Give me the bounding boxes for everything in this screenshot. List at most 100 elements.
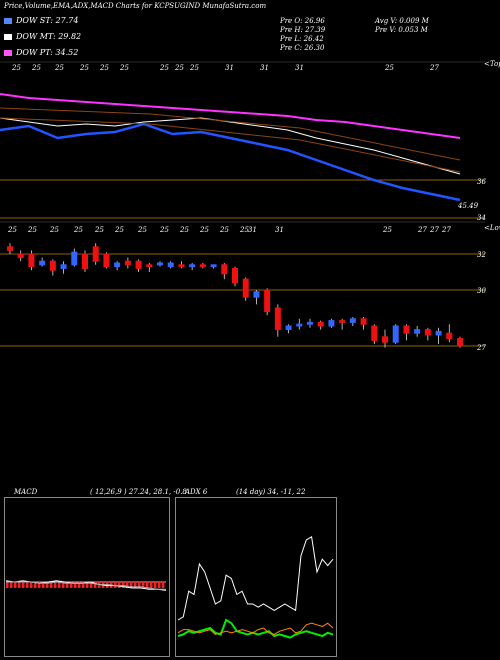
ma-corner-label: <Topo bbox=[484, 60, 500, 68]
price-date-label: 25 bbox=[73, 226, 83, 234]
ma-envelope-lower bbox=[0, 117, 461, 173]
macd-histogram-bar bbox=[158, 582, 161, 588]
macd-histogram-bar bbox=[106, 582, 109, 588]
candle-body bbox=[242, 278, 249, 298]
macd-histogram-bar bbox=[62, 582, 65, 588]
macd-histogram-bar bbox=[114, 582, 117, 588]
candle-body bbox=[135, 260, 142, 269]
price-date-label: 25 bbox=[159, 226, 169, 234]
candle-body bbox=[199, 264, 206, 268]
macd-histogram-bar bbox=[142, 582, 145, 588]
stat-pre-open: Pre O: 26.96 bbox=[280, 17, 325, 25]
candle-body bbox=[167, 262, 174, 268]
candle-body bbox=[221, 264, 228, 275]
candle-body bbox=[360, 318, 367, 325]
macd-histogram-bar bbox=[18, 582, 21, 588]
adx-line-plusminus-di bbox=[177, 618, 334, 639]
price-corner-label: <Lowo bbox=[484, 224, 500, 232]
price-date-label: 25 bbox=[199, 226, 209, 234]
macd-histogram-bar bbox=[22, 582, 25, 588]
legend-label-dow-mt: DOW MT: 29.82 bbox=[16, 32, 82, 41]
macd-histogram-bar bbox=[58, 582, 61, 588]
ma-series-dow-mt bbox=[0, 117, 461, 175]
macd-histogram-bar bbox=[146, 582, 149, 588]
macd-histogram-bar bbox=[74, 582, 77, 588]
candle-body bbox=[317, 321, 324, 327]
macd-histogram-bar bbox=[54, 582, 57, 588]
candle-body bbox=[103, 253, 110, 268]
macd-params: ( 12,26,9 ) 27.24, 28.1, -0.8 bbox=[90, 488, 187, 496]
candle-body bbox=[39, 260, 46, 266]
ma-current-label: 45.49 bbox=[457, 202, 479, 210]
macd-panel bbox=[4, 497, 170, 657]
ma-date-label: 25 bbox=[79, 64, 89, 72]
price-date-label: 25 bbox=[239, 226, 249, 234]
price-date-label: 25 bbox=[179, 226, 189, 234]
candle-body bbox=[146, 264, 153, 268]
price-y-label: 27 bbox=[476, 344, 486, 352]
candle-body bbox=[328, 320, 335, 327]
macd-histogram-bar bbox=[38, 582, 41, 588]
candle-body bbox=[114, 262, 121, 268]
price-date-label: 25 bbox=[7, 226, 17, 234]
swatch-dow-st bbox=[4, 17, 12, 24]
swatch-dow-pt bbox=[4, 49, 12, 56]
legend-dow-st: DOW ST: 27.74 bbox=[4, 16, 78, 25]
candle-body bbox=[210, 264, 217, 268]
candle-body bbox=[178, 264, 185, 268]
price-date-label: 25 bbox=[94, 226, 104, 234]
candle-body bbox=[264, 289, 271, 313]
macd-line-signal bbox=[6, 581, 166, 590]
macd-histogram-bar bbox=[90, 582, 93, 588]
price-date-label: 27 bbox=[441, 226, 451, 234]
candle-body bbox=[157, 262, 163, 266]
adx-line-minus-di bbox=[177, 622, 334, 635]
page-title: Price,Volume,EMA,ADX,MACD Charts for KCP… bbox=[4, 2, 267, 10]
candle-body bbox=[274, 307, 281, 331]
legend-dow-mt: DOW MT: 29.82 bbox=[4, 32, 81, 41]
ma-date-label: 25 bbox=[119, 64, 129, 72]
macd-histogram-bar bbox=[50, 582, 53, 588]
candle-body bbox=[424, 329, 431, 336]
macd-histogram-bar bbox=[134, 582, 137, 588]
ma-series-dow-pt bbox=[0, 93, 461, 139]
stat-avg-volume: Avg V: 0.009 M bbox=[375, 17, 429, 25]
ma-date-label: 25 bbox=[174, 64, 184, 72]
price-date-label: 25 bbox=[382, 226, 392, 234]
candle-body bbox=[92, 246, 99, 262]
candle-body bbox=[349, 318, 356, 323]
price-y-label: 32 bbox=[477, 251, 486, 259]
macd-histogram-bar bbox=[130, 582, 133, 588]
macd-histogram-bar bbox=[126, 582, 129, 588]
adx-line-adx bbox=[177, 535, 334, 621]
price-date-label: 25 bbox=[219, 226, 229, 234]
macd-histogram-bar bbox=[70, 582, 73, 588]
ma-date-label: 25 bbox=[384, 64, 394, 72]
candle-body bbox=[17, 253, 24, 259]
candle-body bbox=[414, 329, 421, 334]
macd-histogram-bar bbox=[26, 582, 29, 588]
ma-date-label: 25 bbox=[31, 64, 41, 72]
candle-body bbox=[403, 325, 410, 334]
candle-body bbox=[392, 325, 399, 343]
price-date-label: 25 bbox=[49, 226, 59, 234]
macd-histogram-bar bbox=[82, 582, 85, 588]
candle-body bbox=[232, 267, 238, 284]
macd-histogram-bar bbox=[10, 582, 13, 588]
macd-histogram-bar bbox=[42, 582, 45, 588]
price-date-label: 27 bbox=[417, 226, 427, 234]
macd-histogram-bar bbox=[150, 582, 153, 588]
macd-histogram-bar bbox=[94, 582, 97, 588]
macd-histogram-bar bbox=[154, 582, 157, 588]
legend-label-dow-st: DOW ST: 27.74 bbox=[16, 16, 79, 25]
legend-label-dow-pt: DOW PT: 34.52 bbox=[16, 48, 79, 57]
price-date-label: 25 bbox=[137, 226, 147, 234]
price-date-label: 25 bbox=[27, 226, 37, 234]
macd-histogram-bar bbox=[98, 582, 101, 588]
candle-body bbox=[60, 264, 67, 269]
candle-body bbox=[28, 253, 35, 268]
macd-histogram-bar bbox=[78, 582, 81, 588]
